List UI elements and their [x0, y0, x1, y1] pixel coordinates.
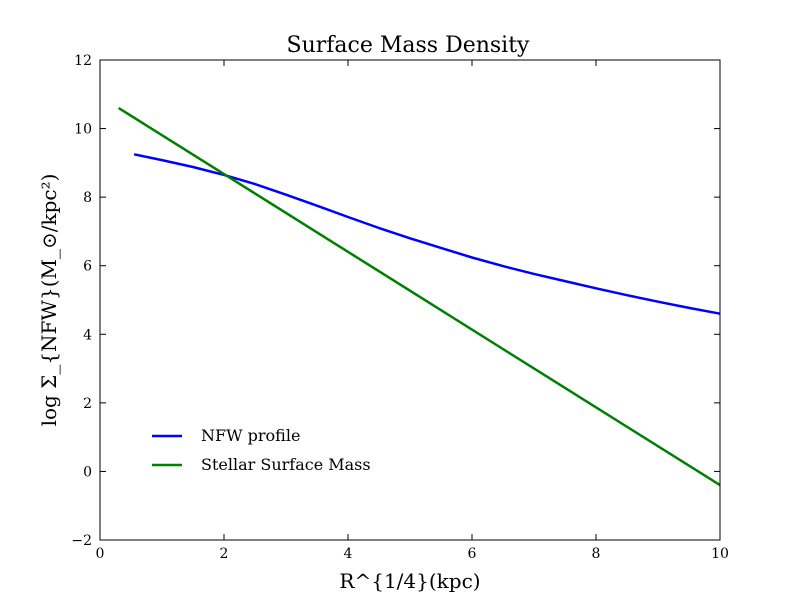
y-tick-label: 2	[83, 396, 92, 412]
y-tick-label: 10	[74, 122, 92, 138]
y-tick-label: 4	[83, 327, 92, 343]
series-line-2	[117, 106, 721, 487]
y-tick-label: 0	[83, 464, 92, 480]
legend-label-1: NFW profile	[201, 426, 300, 445]
y-tick-label: 8	[83, 190, 92, 206]
y-tick-label: 6	[83, 259, 92, 275]
y-axis-label: log Σ_{NFW}(M_⊙/kpc²)	[37, 174, 61, 427]
series-layer	[117, 106, 721, 487]
x-tick-label: 10	[711, 546, 729, 562]
legend-label-2: Stellar Surface Mass	[201, 455, 371, 474]
x-tick-label: 4	[344, 546, 353, 562]
x-axis-label: R^{1/4}(kpc)	[339, 569, 480, 593]
x-tick-label: 0	[96, 546, 105, 562]
plot-frame	[99, 59, 721, 541]
chart-title: Surface Mass Density	[287, 33, 531, 58]
legend: NFW profile Stellar Surface Mass	[152, 426, 371, 474]
x-tick-label: 6	[468, 546, 477, 562]
y-tick-label: 12	[74, 53, 92, 69]
x-tick-label: 2	[220, 546, 229, 562]
y-tick-label: −2	[71, 533, 92, 549]
x-tick-label: 8	[592, 546, 601, 562]
